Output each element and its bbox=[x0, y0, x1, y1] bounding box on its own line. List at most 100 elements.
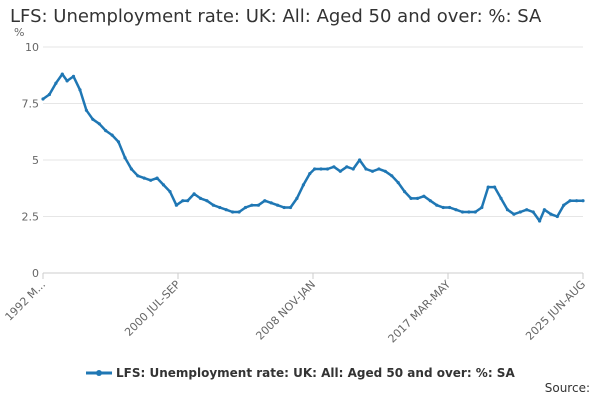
data-point[interactable] bbox=[351, 167, 355, 171]
data-point[interactable] bbox=[358, 158, 362, 162]
data-point[interactable] bbox=[231, 210, 235, 214]
data-point[interactable] bbox=[562, 203, 566, 207]
data-point[interactable] bbox=[499, 196, 503, 200]
data-point[interactable] bbox=[332, 165, 336, 169]
data-point[interactable] bbox=[435, 203, 439, 207]
data-point[interactable] bbox=[301, 183, 305, 187]
data-point[interactable] bbox=[97, 122, 101, 126]
x-tick-label: 2017 MAR-MAY bbox=[386, 278, 454, 346]
legend[interactable]: LFS: Unemployment rate: UK: All: Aged 50… bbox=[86, 366, 515, 380]
data-point[interactable] bbox=[325, 167, 330, 171]
data-point[interactable] bbox=[211, 203, 215, 207]
data-point[interactable] bbox=[116, 140, 121, 144]
data-point[interactable] bbox=[71, 74, 76, 78]
data-point[interactable] bbox=[237, 210, 241, 214]
data-point[interactable] bbox=[390, 174, 394, 178]
data-point[interactable] bbox=[295, 196, 299, 200]
data-point[interactable] bbox=[250, 203, 254, 207]
data-point[interactable] bbox=[538, 219, 542, 223]
data-point[interactable] bbox=[155, 176, 159, 180]
x-tick-label: 2025 JUN-AUG bbox=[523, 278, 588, 343]
data-point[interactable] bbox=[168, 190, 172, 194]
data-point[interactable] bbox=[47, 92, 52, 97]
data-point[interactable] bbox=[192, 192, 196, 196]
data-point[interactable] bbox=[174, 203, 178, 207]
data-point[interactable] bbox=[486, 185, 490, 189]
data-point[interactable] bbox=[161, 183, 166, 187]
data-point[interactable] bbox=[473, 210, 477, 214]
data-point[interactable] bbox=[308, 172, 312, 176]
data-point[interactable] bbox=[78, 88, 82, 92]
y-axis-label: % bbox=[14, 26, 24, 39]
data-point[interactable] bbox=[542, 208, 547, 212]
data-point[interactable] bbox=[136, 174, 140, 178]
data-point[interactable] bbox=[224, 208, 228, 212]
data-point[interactable] bbox=[454, 208, 458, 212]
data-point[interactable] bbox=[364, 167, 368, 171]
data-point[interactable] bbox=[104, 129, 108, 133]
data-point[interactable] bbox=[377, 167, 381, 171]
data-point[interactable] bbox=[493, 185, 497, 189]
data-point[interactable] bbox=[409, 196, 413, 200]
gridlines bbox=[43, 46, 583, 217]
data-point[interactable] bbox=[142, 176, 146, 180]
data-point[interactable] bbox=[123, 156, 127, 160]
data-point[interactable] bbox=[525, 208, 529, 212]
data-point[interactable] bbox=[205, 199, 209, 203]
data-point[interactable] bbox=[218, 205, 222, 210]
series-layer bbox=[41, 72, 585, 223]
data-point[interactable] bbox=[319, 167, 323, 171]
data-point[interactable] bbox=[186, 199, 190, 203]
legend-label: LFS: Unemployment rate: UK: All: Aged 50… bbox=[116, 366, 515, 380]
data-point[interactable] bbox=[84, 108, 88, 112]
data-point[interactable] bbox=[422, 194, 426, 198]
data-point[interactable] bbox=[54, 81, 58, 85]
data-point[interactable] bbox=[518, 210, 522, 214]
data-point[interactable] bbox=[338, 169, 342, 173]
data-point[interactable] bbox=[581, 199, 585, 203]
data-point[interactable] bbox=[428, 199, 432, 203]
y-tick-label: 10 bbox=[25, 41, 39, 54]
data-point[interactable] bbox=[276, 203, 280, 207]
data-point[interactable] bbox=[288, 205, 293, 210]
data-point[interactable] bbox=[60, 72, 64, 76]
x-tick-label: 2000 JUL-SEP bbox=[122, 278, 183, 339]
data-point[interactable] bbox=[149, 178, 153, 182]
data-point[interactable] bbox=[403, 190, 407, 194]
data-point[interactable] bbox=[467, 210, 471, 214]
data-point[interactable] bbox=[555, 214, 559, 219]
data-point[interactable] bbox=[256, 203, 260, 207]
data-point[interactable] bbox=[460, 210, 465, 214]
x-tick-label: 1992 M... bbox=[3, 278, 49, 324]
data-point[interactable] bbox=[263, 199, 267, 203]
data-point[interactable] bbox=[110, 133, 114, 137]
data-point[interactable] bbox=[575, 199, 579, 203]
data-point[interactable] bbox=[41, 97, 45, 101]
y-tick-label: 7.5 bbox=[22, 98, 40, 111]
data-point[interactable] bbox=[441, 205, 445, 210]
data-point[interactable] bbox=[448, 205, 452, 210]
data-point[interactable] bbox=[282, 205, 286, 210]
data-point[interactable] bbox=[243, 205, 248, 210]
data-point[interactable] bbox=[370, 169, 375, 173]
data-point[interactable] bbox=[198, 196, 203, 200]
data-point[interactable] bbox=[415, 196, 420, 200]
data-point[interactable] bbox=[480, 205, 484, 210]
data-point[interactable] bbox=[396, 181, 400, 185]
data-point[interactable] bbox=[181, 199, 185, 203]
data-point[interactable] bbox=[91, 117, 95, 121]
data-point[interactable] bbox=[129, 167, 133, 171]
data-point[interactable] bbox=[512, 212, 516, 216]
data-point[interactable] bbox=[568, 199, 572, 203]
data-point[interactable] bbox=[531, 210, 535, 214]
data-point[interactable] bbox=[65, 79, 69, 83]
data-point[interactable] bbox=[345, 165, 349, 169]
data-point[interactable] bbox=[383, 169, 387, 173]
data-point[interactable] bbox=[313, 167, 317, 171]
legend-swatch bbox=[86, 370, 112, 376]
data-point[interactable] bbox=[269, 201, 273, 205]
axes: 0 2.5 5 7.5 10% 1992 M... 2000 JUL-SEP 2008 NOV… bbox=[3, 26, 589, 346]
data-point[interactable] bbox=[549, 212, 553, 216]
data-point[interactable] bbox=[505, 208, 510, 212]
